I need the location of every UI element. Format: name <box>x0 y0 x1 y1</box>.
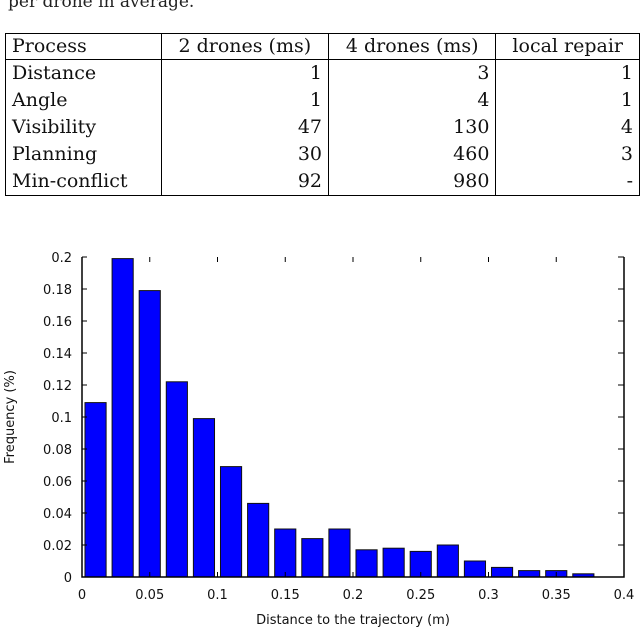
table-cell: Distance <box>5 59 162 87</box>
timing-table: Process 2 drones (ms) 4 drones (ms) local r… <box>5 33 640 196</box>
histogram-bar <box>111 258 134 578</box>
y-tick-label: 0.06 <box>43 475 72 490</box>
table-row: Visibility 47 130 4 <box>5 114 640 141</box>
x-tick-label: 0.15 <box>271 588 300 603</box>
x-tick-label: 0.1 <box>207 588 228 603</box>
histogram-bar <box>490 566 514 578</box>
column-header: Process <box>5 33 162 60</box>
table-cell: 3 <box>495 141 640 168</box>
table-cell: 130 <box>328 114 497 141</box>
x-tick-label: 0.05 <box>135 588 164 603</box>
table-cell: 980 <box>328 168 497 196</box>
histogram-bar <box>518 570 541 578</box>
column-header: 4 drones (ms) <box>328 33 497 60</box>
histogram-bar <box>301 538 324 578</box>
table-cell: 1 <box>160 59 330 87</box>
plot-axes <box>81 257 625 578</box>
table-cell: 1 <box>495 59 640 87</box>
table-cell: 4 <box>495 114 640 141</box>
x-tick-label: 0.2 <box>343 588 364 603</box>
table-cell: 30 <box>160 141 330 168</box>
y-tick-label: 0.18 <box>43 283 72 298</box>
x-tick-label: 0 <box>78 588 86 603</box>
histogram-bar <box>138 290 161 578</box>
column-header: local repair <box>495 33 640 60</box>
x-tick-label: 0.25 <box>406 588 435 603</box>
y-tick-label: 0.2 <box>51 251 72 266</box>
table-header-row: Process 2 drones (ms) 4 drones (ms) local r… <box>5 33 640 60</box>
column-header: 2 drones (ms) <box>160 33 330 60</box>
y-tick-label: 0 <box>64 571 72 586</box>
y-axis-label: Frequency (%) <box>3 370 18 464</box>
y-tick-label: 0.08 <box>43 443 72 458</box>
y-tick-label: 0.16 <box>43 315 72 330</box>
table-body: Distance 1 3 1 Angle 1 4 1 Visibility 47 130 4 Plann… <box>5 59 640 196</box>
histogram-bar <box>219 466 243 578</box>
table-row: Distance 1 3 1 <box>5 59 640 87</box>
histogram-bar <box>355 549 378 578</box>
table-cell: 3 <box>328 59 497 87</box>
y-tick-label: 0.04 <box>43 507 72 522</box>
histogram-bar <box>165 381 188 578</box>
histogram-bar <box>436 544 459 578</box>
histogram-bar <box>274 528 297 578</box>
x-tick-label: 0.35 <box>542 588 571 603</box>
histogram-bar <box>84 402 107 578</box>
histogram-bar <box>328 528 351 578</box>
x-tick-label: 0.3 <box>478 588 499 603</box>
histogram-chart: 0 0.05 0.1 0.15 0.2 0.25 0.3 0.35 0.4 0 0.02 0.04 0.… <box>3 251 635 628</box>
table-cell: 4 <box>328 87 497 114</box>
table-cell: 1 <box>160 87 330 114</box>
table-cell: 47 <box>160 114 330 141</box>
table-cell: Visibility <box>5 114 162 141</box>
table-cell: Angle <box>5 87 162 114</box>
y-tick-label: 0.14 <box>43 347 72 362</box>
table-cell: 1 <box>495 87 640 114</box>
x-tick-label: 0.4 <box>614 588 635 603</box>
histogram-bar <box>247 502 270 578</box>
histogram-bar <box>463 560 487 578</box>
y-tick-label: 0.1 <box>51 411 72 426</box>
y-tick-label: 0.02 <box>43 539 72 554</box>
table-cell: 460 <box>328 141 497 168</box>
table-cell: - <box>495 168 640 196</box>
table-cell: 92 <box>160 168 330 196</box>
table-cell: Min-conflict <box>5 168 162 196</box>
histogram-bar <box>192 418 216 578</box>
table-row: Planning 30 460 3 <box>5 141 640 168</box>
histogram-bar <box>382 547 405 578</box>
x-axis-label: Distance to the trajectory (m) <box>256 613 450 628</box>
table-row: Min-conflict 92 980- <box>5 168 640 196</box>
caption-fragment: per drone in average. <box>8 0 195 12</box>
table-cell: Planning <box>5 141 162 168</box>
table-row: Angle 1 4 1 <box>5 87 640 114</box>
y-tick-label: 0.12 <box>43 379 72 394</box>
